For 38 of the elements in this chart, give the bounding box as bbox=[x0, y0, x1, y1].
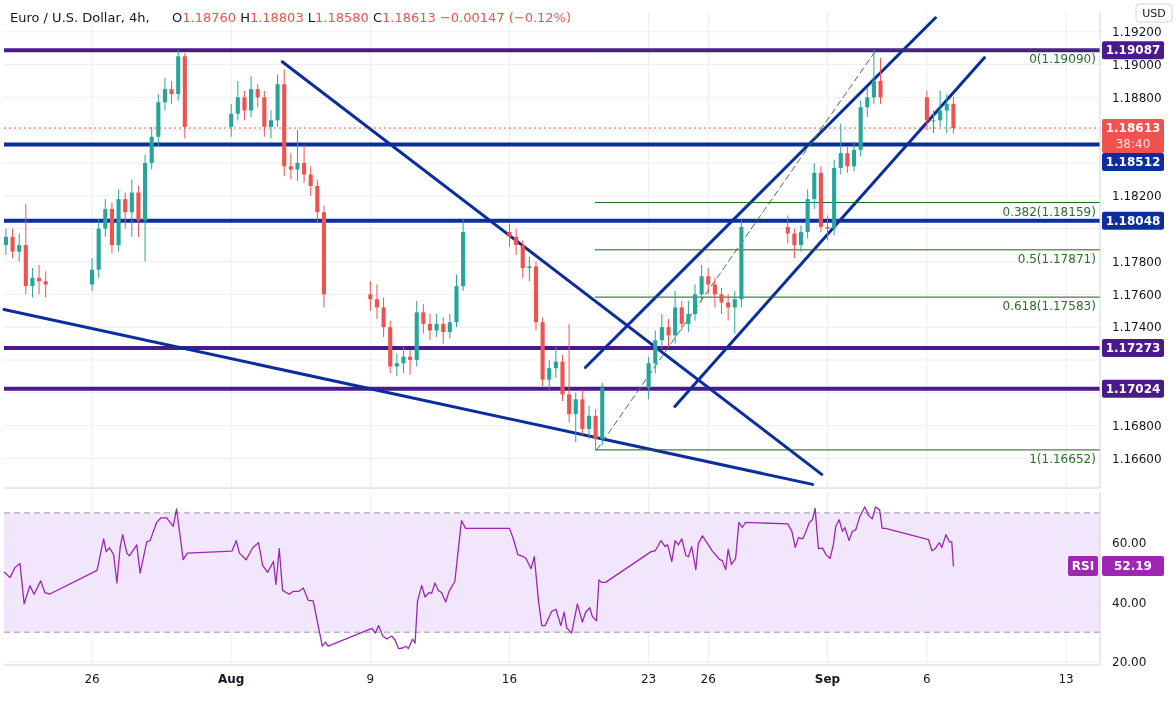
ref-line-label: 1.18048 bbox=[1105, 213, 1161, 228]
chart-title: Euro / U.S. Dollar, 4h, bbox=[10, 10, 150, 25]
x-tick-label: Aug bbox=[218, 672, 245, 686]
y-tick-label: 1.18200 bbox=[1112, 189, 1162, 204]
annotation: 0.5(1.17871) bbox=[1017, 251, 1096, 266]
text: 38:40 bbox=[1115, 137, 1151, 152]
y-tick-label: 1.17800 bbox=[1112, 254, 1162, 269]
ref-line-label: 1.17273 bbox=[1105, 341, 1161, 356]
y-tick-label: 1.16800 bbox=[1112, 418, 1162, 433]
y-axis-title: USD bbox=[1142, 6, 1166, 20]
x-tick-label: Sep bbox=[814, 672, 841, 686]
ref-line-label: 1.19087 bbox=[1105, 43, 1161, 58]
x-tick-label: 6 bbox=[923, 672, 931, 686]
y-tick-label: 20.00 bbox=[1112, 655, 1147, 670]
x-tick-label: 13 bbox=[1058, 672, 1074, 686]
text: 52.19 bbox=[1114, 559, 1152, 574]
y-tick-label: 1.19000 bbox=[1112, 57, 1162, 72]
y-tick-label: 40.00 bbox=[1112, 595, 1147, 610]
y-tick-label: 1.16600 bbox=[1112, 451, 1162, 466]
y-tick-label: 1.18800 bbox=[1112, 90, 1162, 105]
text: RSI bbox=[1071, 559, 1095, 574]
ref-line-label: 1.17024 bbox=[1105, 382, 1161, 397]
y-tick-label: 1.19200 bbox=[1112, 24, 1162, 39]
y-tick-label: 1.17600 bbox=[1112, 287, 1162, 302]
ref-line-label: 1.18613 bbox=[1105, 121, 1161, 136]
y-tick-label: 1.17400 bbox=[1112, 320, 1162, 335]
annotation: 0.382(1.18159) bbox=[1002, 204, 1096, 219]
text: O1.18760 H1.18803 L1.18580 C1.18613 −0.00147 (−0.12%) bbox=[172, 10, 572, 25]
ref-line-label: 1.18512 bbox=[1105, 155, 1161, 170]
annotation: 0(1.19090) bbox=[1029, 51, 1096, 66]
x-tick-label: 26 bbox=[700, 672, 716, 686]
x-tick-label: 9 bbox=[366, 672, 375, 686]
annotation: 0.618(1.17583) bbox=[1002, 299, 1096, 314]
x-tick-label: 23 bbox=[640, 672, 657, 686]
x-tick-label: 26 bbox=[84, 672, 100, 686]
x-tick-label: 16 bbox=[501, 672, 518, 686]
annotation: 1(1.16652) bbox=[1029, 451, 1096, 466]
y-tick-label: 60.00 bbox=[1112, 535, 1147, 550]
